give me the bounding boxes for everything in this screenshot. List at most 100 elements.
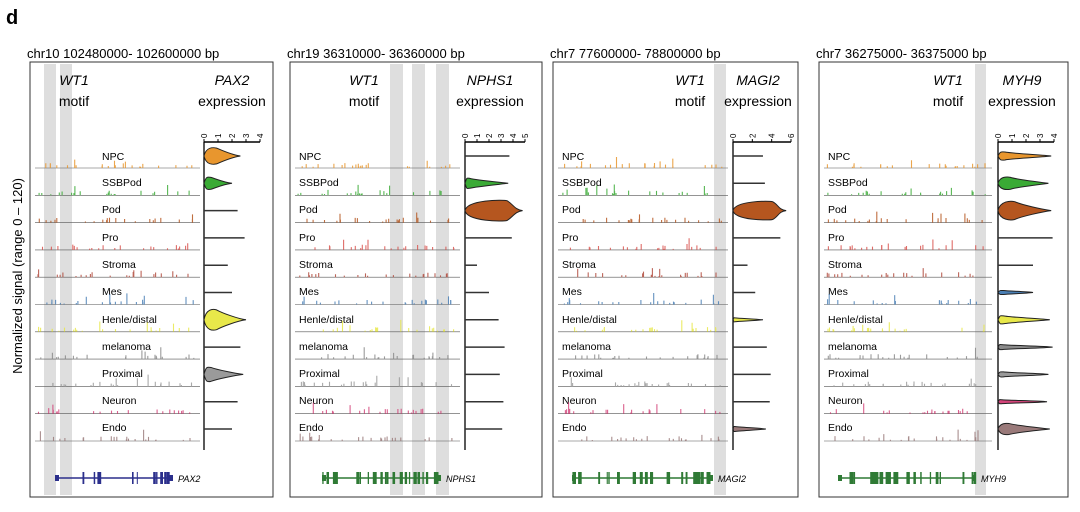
signal-track-peaks xyxy=(37,404,191,414)
gene-exon xyxy=(598,472,601,484)
region-label: chr19 36310000- 36360000 bp xyxy=(287,46,465,61)
gene-exon xyxy=(132,472,134,484)
violin-shape xyxy=(732,200,787,221)
expression-gene-label: PAX2 xyxy=(215,72,250,88)
panel-4: chr7 36275000- 36375000 bp WT1 motif MYH9 ex… xyxy=(816,46,1069,498)
signal-track-peaks xyxy=(38,185,190,196)
motif-highlight-band xyxy=(714,64,726,495)
gene-model-label: NPHS1 xyxy=(446,474,476,484)
signal-track-peaks xyxy=(563,293,720,305)
cell-type-label: Henle/distal xyxy=(102,314,157,326)
cell-type-label: SSBPod xyxy=(102,177,142,189)
signal-track-peaks xyxy=(582,214,722,223)
motif-label-text: motif xyxy=(349,93,379,109)
signal-track-peaks xyxy=(833,378,977,387)
signal-track-peaks xyxy=(829,403,968,414)
gene-exon xyxy=(895,472,899,484)
gene-exon xyxy=(709,475,713,481)
gene-exon xyxy=(322,475,326,481)
signal-track-peaks xyxy=(581,434,720,441)
axis-tick-label: 3 xyxy=(242,133,251,138)
gene-exon xyxy=(367,472,369,484)
cell-type-label: Stroma xyxy=(299,259,333,271)
gene-exon xyxy=(885,472,889,484)
cell-type-label: Pod xyxy=(562,204,581,216)
gene-exon xyxy=(579,472,582,484)
violin-shape xyxy=(203,147,241,165)
motif-label-gene: WT1 xyxy=(933,72,963,88)
violin-shape xyxy=(997,289,1034,296)
gene-exon xyxy=(160,472,163,484)
cell-type-label: NPC xyxy=(828,151,851,163)
gene-exon xyxy=(153,472,156,484)
axis-tick-label: 0 xyxy=(994,133,1003,138)
gene-exon xyxy=(939,472,941,484)
violin-shape xyxy=(997,371,1049,378)
cell-type-label: SSBPod xyxy=(299,177,339,189)
cell-type-label: Mes xyxy=(102,286,122,298)
expression-word-label: expression xyxy=(198,93,266,109)
signal-track-peaks xyxy=(299,272,448,278)
violin-shape xyxy=(464,199,523,222)
gene-exon xyxy=(617,472,620,484)
cell-type-label: Pro xyxy=(828,232,845,244)
signal-track-peaks xyxy=(826,160,986,168)
gene-exon xyxy=(399,472,402,484)
gene-exon xyxy=(650,472,654,484)
motif-highlight-band xyxy=(975,64,986,495)
axis-tick-label: 1 xyxy=(473,133,482,138)
gene-exon xyxy=(895,472,898,484)
signal-track-peaks xyxy=(297,184,442,196)
violin-shape xyxy=(997,344,1053,351)
signal-track-peaks xyxy=(52,374,193,387)
gene-exon xyxy=(850,472,854,484)
violin-shape xyxy=(732,425,766,433)
cell-type-label: NPC xyxy=(299,151,322,163)
cell-type-label: melanoma xyxy=(562,341,611,353)
axis-tick-label: 4 xyxy=(768,133,777,138)
gene-exon xyxy=(408,472,411,484)
gene-exon xyxy=(706,472,710,484)
signal-track-peaks xyxy=(827,347,978,360)
cell-type-label: Endo xyxy=(299,422,324,434)
gene-exon xyxy=(384,472,387,484)
cell-type-label: Mes xyxy=(828,286,848,298)
motif-label-gene: WT1 xyxy=(59,72,89,88)
violin-shape xyxy=(203,366,244,383)
gene-exon xyxy=(55,475,59,481)
gene-exon xyxy=(853,472,856,484)
violin-shape xyxy=(997,151,1052,161)
gene-exon xyxy=(639,472,643,484)
signal-track-peaks xyxy=(306,212,450,223)
cell-type-label: Pod xyxy=(102,204,121,216)
axis-tick-label: 4 xyxy=(256,133,265,138)
signal-track-peaks xyxy=(46,293,194,305)
gene-exon xyxy=(435,472,439,484)
signal-track-peaks xyxy=(827,322,985,332)
cell-type-label: Pro xyxy=(299,232,316,244)
gene-exon xyxy=(701,472,704,484)
axis-tick-label: 0 xyxy=(200,133,209,138)
gene-exon xyxy=(929,472,932,484)
axis-tick-label: 5 xyxy=(521,133,530,138)
panel-frame xyxy=(29,61,274,498)
cell-type-label: SSBPod xyxy=(828,177,868,189)
gene-exon xyxy=(894,472,896,484)
gene-exon xyxy=(425,472,429,484)
gene-exon xyxy=(326,472,329,484)
signal-track-peaks xyxy=(834,429,979,441)
gene-model-label: MAGI2 xyxy=(718,474,746,484)
panel-3: chr7 77600000- 78800000 bp WT1 motif MAGI2 e… xyxy=(550,46,799,498)
gene-exon xyxy=(870,472,874,484)
gene-exon xyxy=(386,472,389,484)
signal-track-peaks xyxy=(826,268,974,278)
gene-exon xyxy=(645,472,648,484)
axis-tick-label: 0 xyxy=(461,133,470,138)
panel-frame xyxy=(289,61,543,498)
axis-tick-label: 3 xyxy=(1036,133,1045,138)
expression-gene-label: NPHS1 xyxy=(467,72,514,88)
region-label: chr7 77600000- 78800000 bp xyxy=(550,46,721,61)
y-axis-label: Normalized signal (range 0 – 120) xyxy=(10,178,25,374)
cell-type-label: Neuron xyxy=(562,395,597,407)
